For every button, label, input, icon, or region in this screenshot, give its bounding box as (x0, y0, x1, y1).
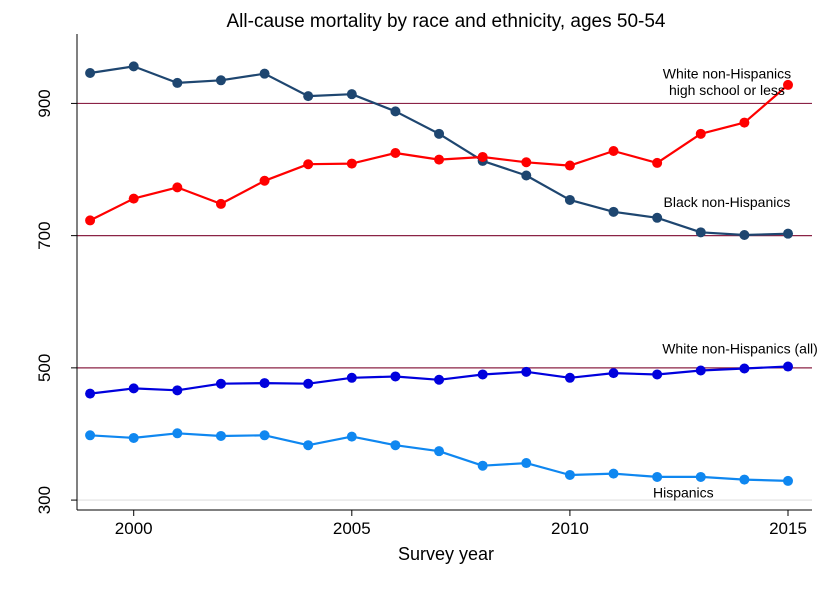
data-point (564, 469, 575, 480)
data-point (128, 61, 139, 72)
data-point (259, 68, 270, 79)
data-point (172, 428, 183, 439)
data-point (477, 460, 488, 471)
data-point (434, 374, 445, 385)
data-point (390, 106, 401, 117)
x-tick-label: 2005 (333, 519, 371, 538)
data-point (652, 369, 663, 380)
x-tick-label: 2000 (115, 519, 153, 538)
data-point (695, 128, 706, 139)
data-point (303, 378, 314, 389)
series-hispanic (85, 428, 794, 486)
x-tick-label: 2010 (551, 519, 589, 538)
data-point (608, 146, 619, 157)
data-point (783, 361, 794, 372)
data-point (695, 227, 706, 238)
data-point (215, 430, 226, 441)
data-point (783, 475, 794, 486)
annotation-a_hispanic: Hispanics (653, 484, 714, 500)
data-point (521, 170, 532, 181)
data-point (695, 471, 706, 482)
data-point (521, 366, 532, 377)
annotation-a_white_hs_1: White non-Hispanics (663, 65, 791, 81)
data-point (215, 378, 226, 389)
data-point (521, 458, 532, 469)
data-point (695, 365, 706, 376)
data-point (172, 77, 183, 88)
data-point (259, 378, 270, 389)
y-tick-label: 900 (35, 89, 54, 117)
data-point (346, 431, 357, 442)
series-white_hs (85, 79, 794, 226)
data-point (477, 369, 488, 380)
data-point (652, 471, 663, 482)
series-white_all (85, 361, 794, 399)
data-point (85, 68, 96, 79)
data-point (172, 385, 183, 396)
data-point (259, 175, 270, 186)
series-black (85, 61, 794, 240)
data-point (783, 79, 794, 90)
data-point (564, 194, 575, 205)
data-point (85, 215, 96, 226)
y-tick-label: 500 (35, 354, 54, 382)
data-point (434, 446, 445, 457)
data-point (652, 157, 663, 168)
data-point (128, 193, 139, 204)
data-point (739, 117, 750, 128)
data-point (564, 160, 575, 171)
data-point (783, 228, 794, 239)
data-point (390, 148, 401, 158)
series-line-hispanic (90, 432, 789, 482)
x-tick-label: 2015 (769, 519, 807, 538)
data-point (434, 154, 445, 165)
annotation-a_white_all: White non-Hispanics (all) (662, 340, 818, 356)
chart-title: All-cause mortality by race and ethnicit… (227, 11, 666, 32)
series-lines (85, 61, 794, 486)
data-point (215, 75, 226, 86)
data-point (215, 198, 226, 209)
axis-ticks: 2000 2005 2010 2015 300 500 700 900 (35, 89, 807, 538)
data-point (608, 368, 619, 379)
data-point (303, 91, 314, 102)
data-point (128, 432, 139, 443)
data-point (608, 206, 619, 217)
data-point (739, 474, 750, 485)
data-point (303, 440, 314, 451)
data-point (346, 89, 357, 100)
data-point (303, 159, 314, 170)
reference-lines (77, 102, 812, 501)
data-point (477, 151, 488, 162)
data-point (390, 371, 401, 382)
data-point (128, 383, 139, 394)
data-point (739, 363, 750, 374)
x-axis-title: Survey year (398, 544, 494, 564)
annotation-a_white_hs_2: high school or less (669, 82, 785, 98)
data-point (346, 158, 357, 169)
data-point (434, 128, 445, 139)
data-point (172, 182, 183, 193)
annotation-a_black: Black non-Hispanics (664, 194, 791, 210)
data-point (85, 430, 96, 441)
data-point (564, 372, 575, 383)
data-point (608, 468, 619, 479)
data-point (652, 212, 663, 223)
data-point (739, 229, 750, 240)
y-tick-label: 700 (35, 221, 54, 249)
data-point (521, 157, 532, 168)
data-point (390, 440, 401, 451)
y-tick-label: 300 (35, 486, 54, 514)
data-point (85, 388, 96, 399)
data-point (259, 430, 270, 441)
data-point (346, 372, 357, 383)
